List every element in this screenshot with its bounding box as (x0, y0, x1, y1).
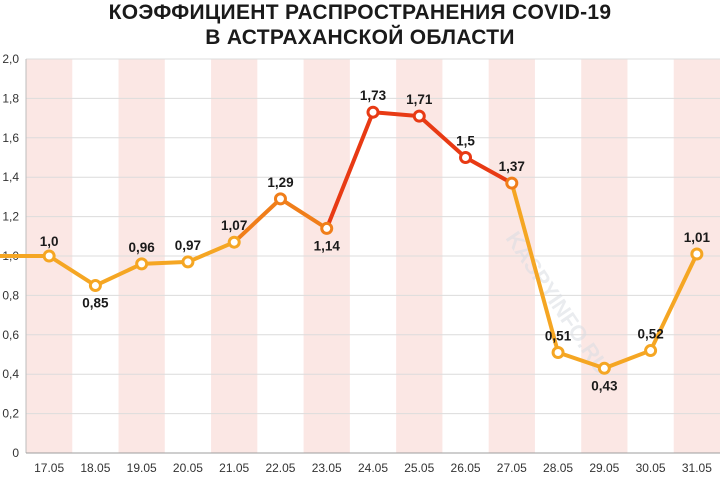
y-tick-label: 0,8 (2, 288, 19, 302)
series-line-segment (371, 110, 422, 119)
data-label: 1,0 (40, 234, 59, 249)
x-tick-label: 31.05 (682, 461, 712, 475)
data-point (320, 221, 334, 235)
data-label: 0,85 (82, 296, 109, 311)
data-point (505, 176, 519, 190)
x-tick-label: 18.05 (80, 461, 110, 475)
data-label: 0,51 (545, 329, 572, 344)
data-point (690, 247, 704, 261)
y-tick-label: 0,6 (2, 328, 19, 342)
series-line-segment (93, 261, 144, 288)
series-line-segment (324, 110, 375, 231)
x-tick-label: 17.05 (34, 461, 64, 475)
data-point (42, 249, 56, 263)
y-tick-label: 1,4 (2, 170, 19, 184)
data-point (551, 346, 565, 360)
x-tick-label: 22.05 (265, 461, 295, 475)
data-label: 1,29 (267, 175, 293, 190)
y-tick-label: 0,2 (2, 407, 19, 421)
data-label: 1,01 (684, 230, 711, 245)
data-label: 0,52 (637, 327, 663, 342)
data-point (459, 151, 473, 164)
y-tick-label: 2,0 (2, 52, 19, 66)
series-line-segment (278, 196, 329, 231)
data-label: 0,96 (129, 240, 156, 255)
data-point (88, 279, 102, 293)
series-line-segment (509, 181, 561, 355)
chart-title-line-2: В АСТРАХАНСКОЙ ОБЛАСТИ (205, 26, 515, 49)
y-tick-label: 1,2 (2, 210, 19, 224)
data-label: 1,73 (360, 88, 387, 103)
data-point (135, 257, 149, 271)
chart-title-line-1: КОЭФФИЦИЕНТ РАСПРОСТРАНЕНИЯ COVID-19 (108, 1, 612, 24)
series-line-segment (463, 155, 514, 186)
series-line-segment (556, 350, 607, 371)
series-line-segment (139, 259, 190, 266)
x-tick-label: 23.05 (312, 461, 342, 475)
data-point (644, 344, 658, 358)
x-tick-label: 20.05 (173, 461, 203, 475)
x-tick-label: 19.05 (127, 461, 157, 475)
series-line-segment (232, 196, 283, 245)
data-point (227, 235, 241, 249)
x-tick-label: 25.05 (404, 461, 434, 475)
data-label: 1,71 (406, 92, 433, 107)
data-point (366, 105, 380, 119)
x-tick-label: 28.05 (543, 461, 573, 475)
x-tick-label: 21.05 (219, 461, 249, 475)
data-label: 0,43 (591, 378, 618, 393)
x-tick-label: 30.05 (636, 461, 666, 475)
series-line-segment (602, 348, 653, 371)
data-label: 0,97 (175, 238, 201, 253)
data-label: 1,37 (499, 159, 525, 174)
series-line-segment (185, 240, 237, 264)
data-label: 1,14 (314, 238, 341, 253)
y-tick-label: 0 (12, 446, 19, 460)
data-point (412, 109, 426, 123)
x-tick-label: 26.05 (451, 461, 481, 475)
data-point (597, 361, 611, 375)
y-tick-label: 0,4 (2, 367, 19, 381)
x-tick-label: 24.05 (358, 461, 388, 475)
data-point (181, 255, 195, 269)
series-line-segment (648, 252, 699, 353)
data-label: 1,5 (456, 134, 475, 149)
data-label: 1,07 (221, 218, 247, 233)
y-tick-label: 1,6 (2, 131, 19, 145)
x-tick-label: 27.05 (497, 461, 527, 475)
series-line-segment (417, 114, 468, 160)
series-line-segment (47, 254, 98, 288)
x-tick-label: 29.05 (589, 461, 619, 475)
y-tick-label: 1,8 (2, 91, 19, 105)
data-point (273, 192, 287, 206)
